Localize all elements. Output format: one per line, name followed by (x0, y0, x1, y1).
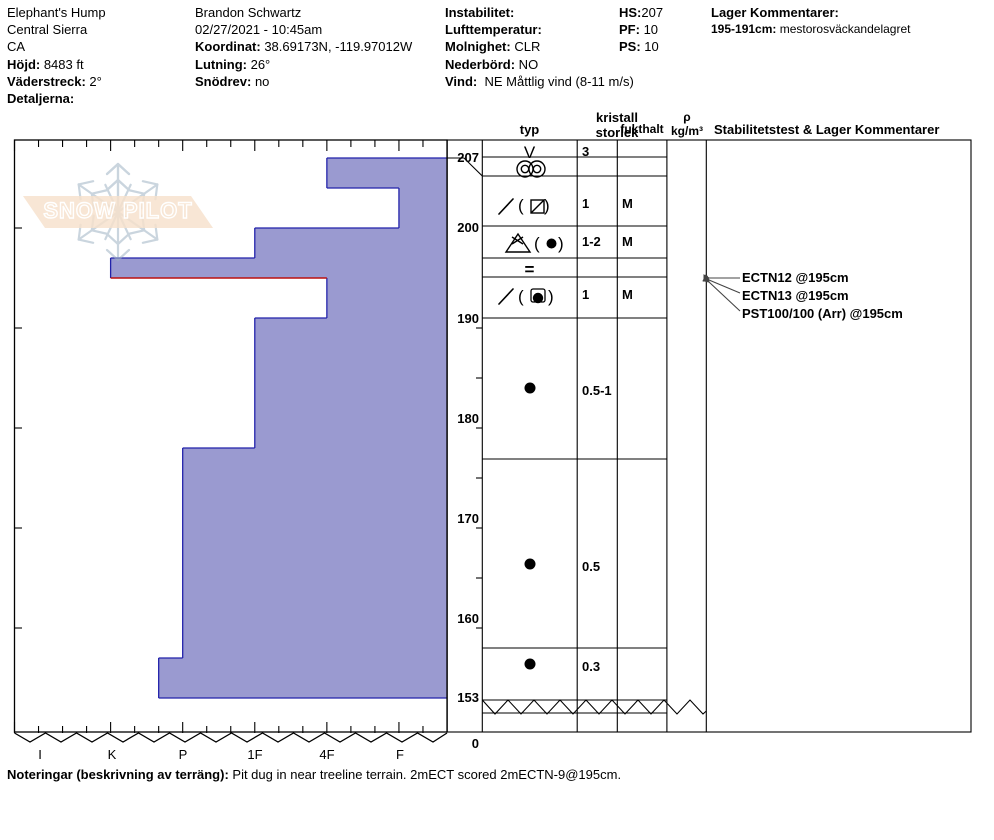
svg-text:SNOW PILOT: SNOW PILOT (43, 198, 192, 223)
